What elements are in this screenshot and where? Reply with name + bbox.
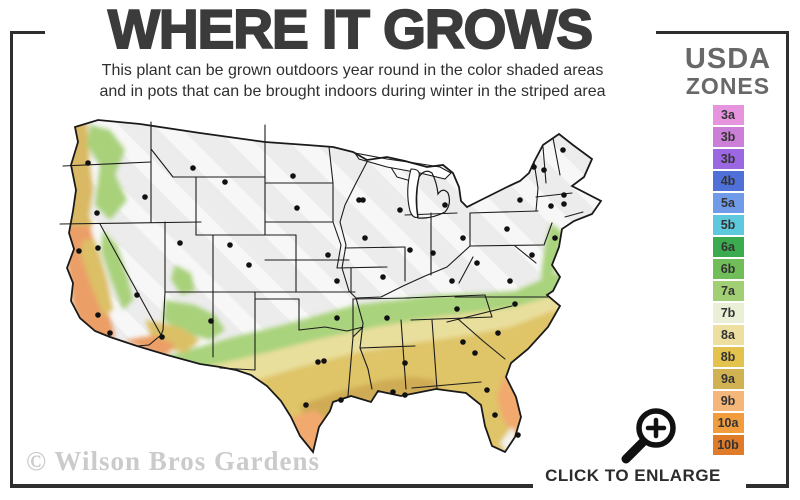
legend-zone-chip: 10a bbox=[712, 413, 744, 433]
click-to-enlarge-button[interactable]: CLICK TO ENLARGE bbox=[545, 466, 721, 485]
map-dot bbox=[561, 192, 567, 198]
map-dots bbox=[76, 147, 567, 438]
map-dot bbox=[460, 235, 466, 241]
map-dot bbox=[449, 278, 455, 284]
great-lakes bbox=[353, 152, 452, 219]
map-dot bbox=[134, 292, 140, 298]
map-dot bbox=[76, 248, 82, 254]
legend-zone-chip: 7a bbox=[712, 281, 744, 301]
map-dot bbox=[430, 250, 436, 256]
usda-zones-legend: USDA ZONES 3a 3b 3b 4b 5a 5b 6a 6b 7a 7b 8a 8b 9a 9b 1… bbox=[660, 44, 796, 457]
legend-title-zones: ZONES bbox=[685, 73, 771, 99]
map-dot bbox=[552, 235, 558, 241]
map-dot bbox=[325, 252, 331, 258]
subtitle-line-2: and in pots that can be brought indoors … bbox=[99, 83, 606, 100]
legend-zone-chip: 9a bbox=[712, 369, 744, 389]
map-dot bbox=[95, 312, 101, 318]
map-dot bbox=[515, 432, 521, 438]
watermark: © Wilson Bros Gardens bbox=[26, 446, 320, 476]
legend-zone-chip: 6a bbox=[712, 237, 744, 257]
state-borders bbox=[59, 121, 584, 397]
map-dot bbox=[402, 392, 408, 398]
legend-zone-chip: 3b bbox=[712, 127, 744, 147]
map-dot bbox=[402, 360, 408, 366]
map-dot bbox=[321, 358, 327, 364]
map-dot bbox=[85, 160, 91, 166]
legend-zone-chip: 10b bbox=[712, 435, 744, 455]
map-dot bbox=[460, 339, 466, 345]
legend-zone-chip: 6b bbox=[712, 259, 744, 279]
map-dot bbox=[177, 240, 183, 246]
legend-zone-chip: 4b bbox=[712, 171, 744, 191]
frame-top-right bbox=[656, 31, 789, 34]
usda-zone-map[interactable] bbox=[15, 105, 665, 475]
map-dot bbox=[517, 197, 523, 203]
map-dot bbox=[548, 203, 554, 209]
frame-bottom-left bbox=[10, 484, 533, 488]
map-dot bbox=[227, 242, 233, 248]
map-dot bbox=[560, 147, 566, 153]
map-dot bbox=[159, 334, 165, 340]
subtitle-line-1: This plant can be grown outdoors year ro… bbox=[101, 62, 604, 79]
legend-zone-chip: 9b bbox=[712, 391, 744, 411]
map-dot bbox=[334, 278, 340, 284]
map-dot bbox=[362, 235, 368, 241]
legend-zone-chip: 7b bbox=[712, 303, 744, 323]
map-dot bbox=[507, 278, 513, 284]
map-dot bbox=[495, 330, 501, 336]
legend-zone-list: 3a 3b 3b 4b 5a 5b 6a 6b 7a 7b 8a 8b 9a 9b 10a 10b bbox=[660, 105, 796, 455]
map-dot bbox=[290, 173, 296, 179]
map-dot bbox=[142, 194, 148, 200]
map-dot bbox=[492, 412, 498, 418]
map-dot bbox=[360, 197, 366, 203]
map-dot bbox=[334, 315, 340, 321]
map-dot bbox=[107, 330, 113, 336]
legend-zone-chip: 3b bbox=[712, 149, 744, 169]
zoom-in-icon[interactable] bbox=[612, 400, 684, 468]
map-dot bbox=[222, 179, 228, 185]
map-dot bbox=[208, 318, 214, 324]
map-dot bbox=[95, 245, 101, 251]
map-dot bbox=[454, 306, 460, 312]
map-dot bbox=[407, 247, 413, 253]
map-dot bbox=[338, 397, 344, 403]
frame-left bbox=[10, 31, 13, 488]
frame-top-left bbox=[10, 31, 45, 34]
map-dot bbox=[484, 387, 490, 393]
frame-bottom-right bbox=[746, 484, 789, 488]
map-dot bbox=[94, 210, 100, 216]
map-dot bbox=[529, 252, 535, 258]
map-dot bbox=[474, 260, 480, 266]
map-dot bbox=[303, 402, 309, 408]
map-dot bbox=[561, 201, 567, 207]
map-dot bbox=[356, 197, 362, 203]
legend-zone-chip: 5b bbox=[712, 215, 744, 235]
map-dot bbox=[384, 315, 390, 321]
legend-zone-chip: 5a bbox=[712, 193, 744, 213]
frame-right bbox=[786, 31, 789, 488]
map-dot bbox=[531, 164, 537, 170]
map-dot bbox=[504, 226, 510, 232]
map-dot bbox=[390, 389, 396, 395]
map-dot bbox=[315, 359, 321, 365]
legend-zone-chip: 8a bbox=[712, 325, 744, 345]
legend-title-usda: USDA bbox=[684, 43, 772, 75]
map-dot bbox=[397, 207, 403, 213]
map-dot bbox=[246, 262, 252, 268]
legend-zone-chip: 3a bbox=[712, 105, 744, 125]
us-map-graphic bbox=[59, 119, 602, 453]
map-dot bbox=[541, 167, 547, 173]
map-dot bbox=[190, 165, 196, 171]
page-subtitle: This plant can be grown outdoors year ro… bbox=[0, 60, 705, 102]
map-dot bbox=[294, 205, 300, 211]
page-title: WHERE IT GROWS bbox=[107, 0, 594, 60]
map-dot bbox=[512, 301, 518, 307]
map-dot bbox=[442, 202, 448, 208]
map-dot bbox=[472, 350, 478, 356]
legend-zone-chip: 8b bbox=[712, 347, 744, 367]
map-dot bbox=[380, 274, 386, 280]
